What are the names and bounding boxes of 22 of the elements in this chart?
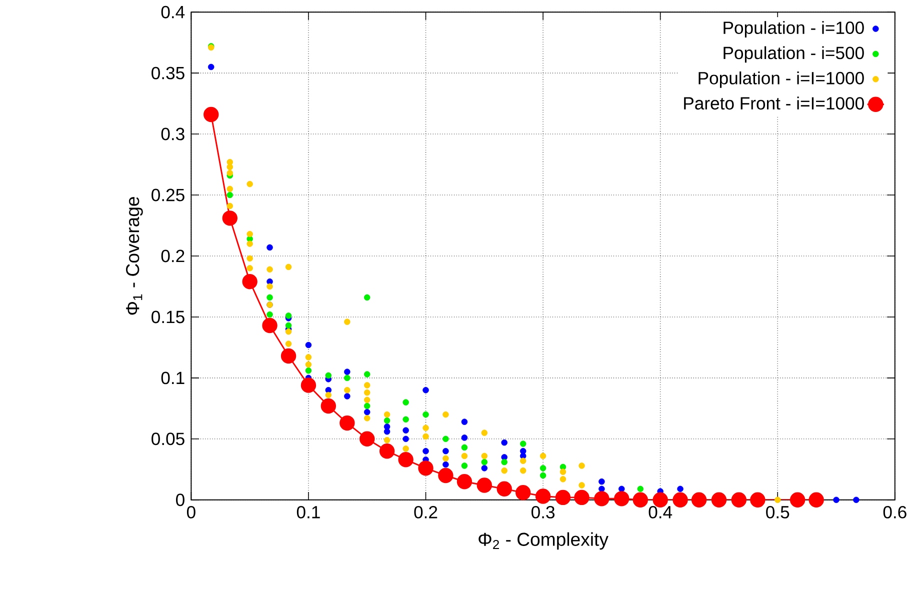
y-tick-label: 0 bbox=[176, 494, 184, 506]
legend-label: Pareto Front - i=I=1000 bbox=[684, 96, 864, 110]
y-tick-label: 0.1 bbox=[161, 372, 184, 384]
x-tick-label: 0 bbox=[186, 506, 196, 519]
y-tick-label: 0.4 bbox=[161, 6, 185, 18]
legend-label: Population - i=100 bbox=[724, 21, 864, 38]
y-tick-label: 0.05 bbox=[152, 432, 184, 446]
y-axis-title: Φ$_{1}$ - Coverage bbox=[126, 197, 143, 315]
x-tick-label: 0.2 bbox=[414, 506, 438, 519]
x-axis-title: Φ$_{2}$ - Complexity bbox=[478, 532, 608, 550]
x-tick-label: 0.5 bbox=[766, 506, 790, 519]
legend-label: Population - i=I=1000 bbox=[698, 72, 864, 88]
y-tick-label: 0.25 bbox=[152, 188, 184, 202]
y-tick-label: 0.35 bbox=[152, 66, 184, 80]
legend-label: Population - i=500 bbox=[724, 46, 864, 63]
x-tick-label: 0.6 bbox=[883, 506, 906, 519]
x-tick-label: 0.1 bbox=[296, 506, 320, 519]
y-tick-label: 0.2 bbox=[161, 250, 184, 262]
y-tick-label: 0.3 bbox=[161, 128, 184, 140]
x-tick-label: 0.4 bbox=[648, 506, 672, 519]
x-tick-label: 0.3 bbox=[532, 506, 555, 519]
y-tick-label: 0.15 bbox=[152, 310, 184, 324]
